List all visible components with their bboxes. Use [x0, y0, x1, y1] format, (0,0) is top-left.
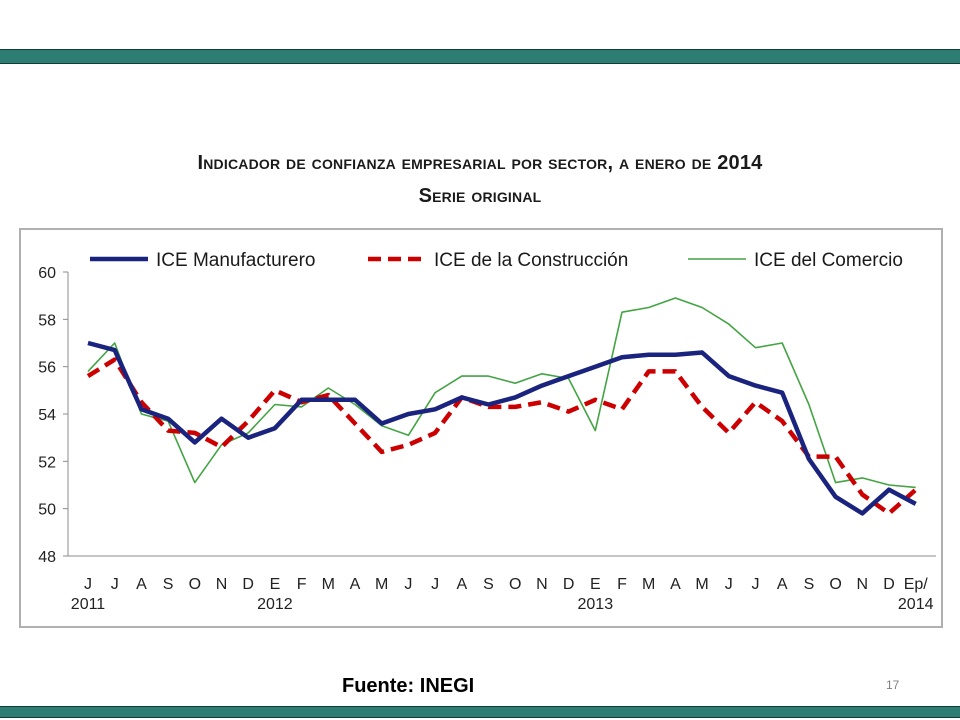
- legend-label: ICE Manufacturero: [156, 250, 315, 271]
- x-tick-label: M: [642, 576, 655, 593]
- x-tick-label: S: [804, 576, 815, 593]
- source-note: Fuente: INEGI: [342, 675, 475, 697]
- x-tick-label: J: [752, 576, 760, 593]
- x-tick-label: M: [322, 576, 335, 593]
- chart-subtitle: Serie original: [418, 185, 542, 207]
- chart-title: Indicador de confianza empresarial por s…: [197, 152, 763, 174]
- x-year-label: 2013: [578, 596, 614, 613]
- x-tick-label: M: [695, 576, 708, 593]
- x-tick-label: A: [136, 576, 147, 593]
- series-line-manufacturero: [87, 340, 917, 516]
- x-tick-label: D: [563, 576, 575, 593]
- legend-label: ICE del Comercio: [754, 250, 903, 271]
- y-tick-label: 52: [38, 454, 56, 471]
- x-tick-label: F: [617, 576, 627, 593]
- x-tick-label: S: [483, 576, 494, 593]
- x-tick-label: E: [590, 576, 601, 593]
- page-number: 17: [886, 678, 900, 692]
- legend-label: ICE de la Construcción: [434, 250, 628, 271]
- y-tick-label: 54: [38, 407, 56, 424]
- chart-frame: [19, 228, 943, 628]
- y-tick-label: 48: [38, 549, 56, 566]
- x-tick-label: J: [404, 576, 412, 593]
- x-tick-label: O: [189, 576, 201, 593]
- x-tick-label: J: [431, 576, 439, 593]
- x-tick-label: A: [456, 576, 467, 593]
- x-year-label: 2014: [898, 596, 934, 613]
- x-tick-label: F: [297, 576, 307, 593]
- x-tick-label: J: [111, 576, 119, 593]
- y-tick-label: 60: [38, 265, 56, 282]
- x-tick-label: A: [777, 576, 788, 593]
- top-accent-band: [0, 49, 960, 64]
- y-tick-label: 56: [38, 360, 56, 377]
- bottom-accent-band: [0, 706, 960, 718]
- x-tick-label: O: [509, 576, 521, 593]
- x-year-label: 2012: [257, 596, 293, 613]
- x-tick-label: M: [375, 576, 388, 593]
- x-tick-label: J: [84, 576, 92, 593]
- x-tick-label: Ep/: [904, 576, 929, 593]
- x-tick-label: A: [670, 576, 681, 593]
- x-tick-label: D: [883, 576, 895, 593]
- x-tick-label: S: [163, 576, 174, 593]
- x-tick-label: N: [216, 576, 228, 593]
- x-tick-label: E: [270, 576, 281, 593]
- series-line-construccion: [86, 357, 918, 516]
- y-tick-label: 58: [38, 312, 56, 329]
- x-year-label: 2011: [71, 596, 106, 613]
- x-tick-label: N: [536, 576, 548, 593]
- x-tick-label: D: [242, 576, 254, 593]
- x-tick-label: O: [829, 576, 841, 593]
- x-tick-label: N: [857, 576, 869, 593]
- y-tick-label: 50: [38, 502, 56, 519]
- x-tick-label: J: [725, 576, 733, 593]
- x-tick-label: A: [350, 576, 361, 593]
